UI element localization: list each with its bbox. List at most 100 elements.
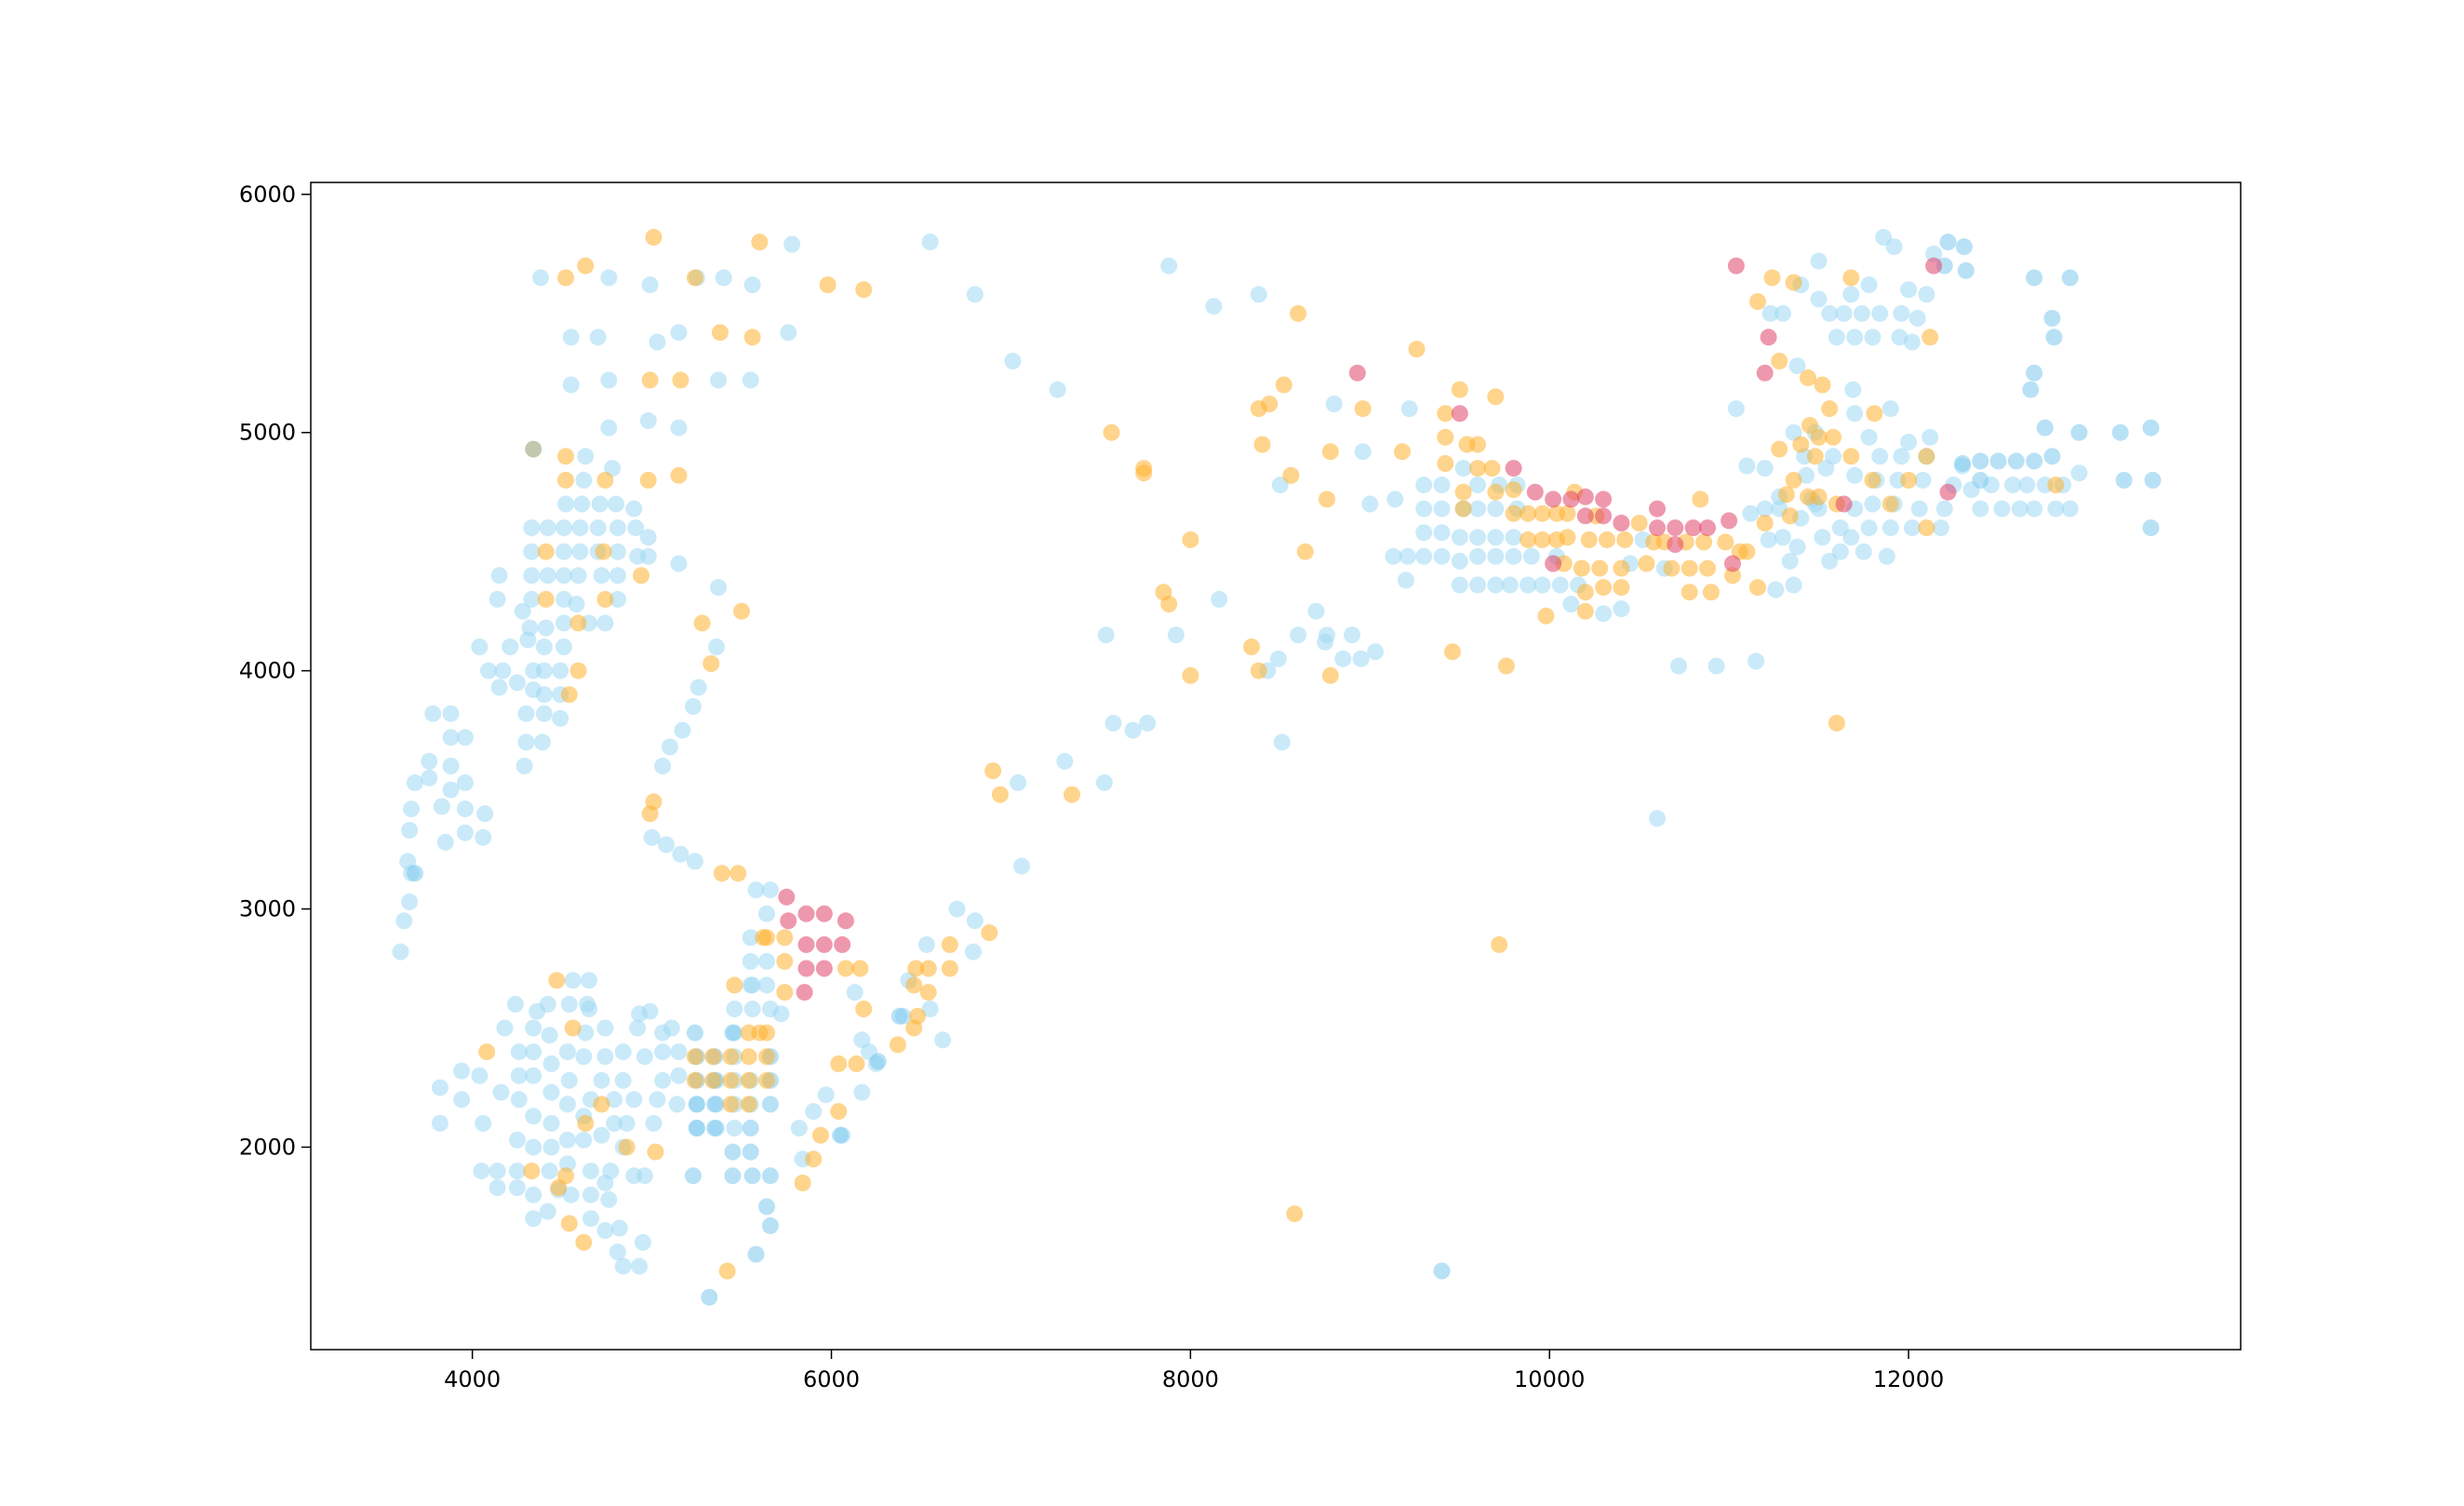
- scatter-point: [401, 893, 419, 910]
- scatter-point: [1286, 1205, 1304, 1223]
- scatter-point: [1846, 329, 1864, 346]
- scatter-point: [596, 614, 614, 632]
- scatter-point: [1699, 519, 1716, 537]
- scatter-point: [855, 1001, 873, 1017]
- scatter-point: [456, 800, 474, 818]
- scatter-point: [1893, 448, 1910, 465]
- scatter-point: [421, 769, 438, 787]
- scatter-point: [609, 567, 626, 585]
- scatter-point: [1814, 529, 1831, 546]
- scatter-point: [556, 567, 572, 585]
- scatter-point: [1124, 721, 1142, 739]
- scatter-point: [1667, 536, 1684, 553]
- scatter-point: [1781, 552, 1799, 570]
- scatter-point: [542, 1083, 560, 1101]
- scatter-point: [1842, 529, 1860, 546]
- scatter-point: [1771, 352, 1788, 370]
- scatter-point: [742, 952, 759, 970]
- scatter-point: [1756, 500, 1774, 518]
- scatter-point: [1885, 238, 1903, 256]
- scatter-point: [832, 1126, 850, 1144]
- scatter-point: [556, 614, 572, 632]
- scatter-point: [606, 1114, 623, 1132]
- scatter-point: [1842, 286, 1860, 303]
- scatter-point: [508, 1179, 526, 1196]
- scatter-point: [1487, 483, 1505, 501]
- scatter-point: [568, 596, 585, 612]
- scatter-point: [1670, 657, 1688, 675]
- scatter-point: [1767, 581, 1785, 598]
- scatter-point: [837, 960, 854, 977]
- scatter-point: [1842, 448, 1860, 465]
- scatter-point: [542, 1114, 560, 1132]
- scatter-point: [1437, 428, 1454, 446]
- scatter-point: [670, 1043, 688, 1061]
- scatter-point: [583, 1163, 599, 1180]
- scatter-point: [494, 662, 512, 679]
- scatter-point: [690, 679, 707, 696]
- scatter-point: [1415, 524, 1433, 542]
- scatter-point: [758, 905, 775, 922]
- scatter-point: [1573, 559, 1590, 577]
- scatter-point: [1487, 500, 1505, 518]
- scatter-point: [1821, 304, 1839, 322]
- scatter-point: [525, 1043, 542, 1061]
- scatter-point: [1900, 281, 1918, 299]
- scatter-point: [456, 773, 474, 791]
- scatter-point: [480, 662, 497, 679]
- scatter-point: [1721, 512, 1738, 530]
- scatter-point: [1760, 531, 1777, 548]
- scatter-point: [1810, 290, 1828, 308]
- scatter-point: [1433, 1262, 1451, 1280]
- scatter-point: [1814, 376, 1831, 394]
- scatter-point: [796, 984, 813, 1002]
- scatter-point: [724, 1143, 742, 1161]
- scatter-point: [1649, 519, 1666, 537]
- scatter-point: [2045, 329, 2063, 346]
- scatter-point: [1397, 571, 1414, 589]
- scatter-point: [556, 543, 572, 560]
- scatter-point: [1918, 519, 1935, 537]
- scatter-point: [539, 995, 556, 1013]
- scatter-point: [1918, 448, 1935, 465]
- scatter-point: [556, 639, 572, 655]
- scatter-point: [706, 1096, 724, 1113]
- scatter-point: [1989, 452, 2007, 470]
- scatter-point: [688, 1096, 705, 1113]
- scatter-point: [1483, 460, 1501, 477]
- scatter-point: [670, 324, 688, 342]
- scatter-point: [1881, 495, 1899, 513]
- scatter-point: [1724, 567, 1741, 585]
- scatter-point: [2115, 471, 2133, 489]
- scatter-point: [1533, 504, 1551, 522]
- scatter-point: [1576, 602, 1594, 620]
- scatter-point: [421, 752, 438, 770]
- scatter-point: [1491, 935, 1508, 953]
- x-tick-label: 6000: [803, 1366, 860, 1392]
- scatter-point: [600, 371, 618, 389]
- scatter-point: [489, 1179, 506, 1196]
- scatter-point: [645, 228, 663, 246]
- scatter-point: [1591, 559, 1609, 577]
- scatter-point: [855, 281, 873, 299]
- scatter-point: [1505, 547, 1522, 565]
- scatter-point: [776, 952, 794, 970]
- scatter-point: [1243, 639, 1260, 655]
- scatter-point: [797, 905, 815, 922]
- scatter-point: [830, 1103, 848, 1121]
- scatter-point: [743, 1001, 761, 1017]
- scatter-point: [710, 371, 727, 389]
- scatter-point: [1562, 596, 1580, 612]
- scatter-point: [532, 269, 549, 287]
- scatter-point: [625, 1091, 643, 1109]
- scatter-point: [2070, 464, 2088, 482]
- scatter-point: [1649, 500, 1666, 518]
- scatter-point: [1871, 304, 1889, 322]
- scatter-point: [1454, 483, 1472, 501]
- scatter-point: [552, 709, 569, 727]
- scatter-point: [1415, 500, 1433, 518]
- scatter-point: [1537, 607, 1555, 625]
- scatter-point: [1469, 436, 1486, 453]
- scatter-point: [596, 1222, 614, 1239]
- scatter-point: [609, 1244, 626, 1261]
